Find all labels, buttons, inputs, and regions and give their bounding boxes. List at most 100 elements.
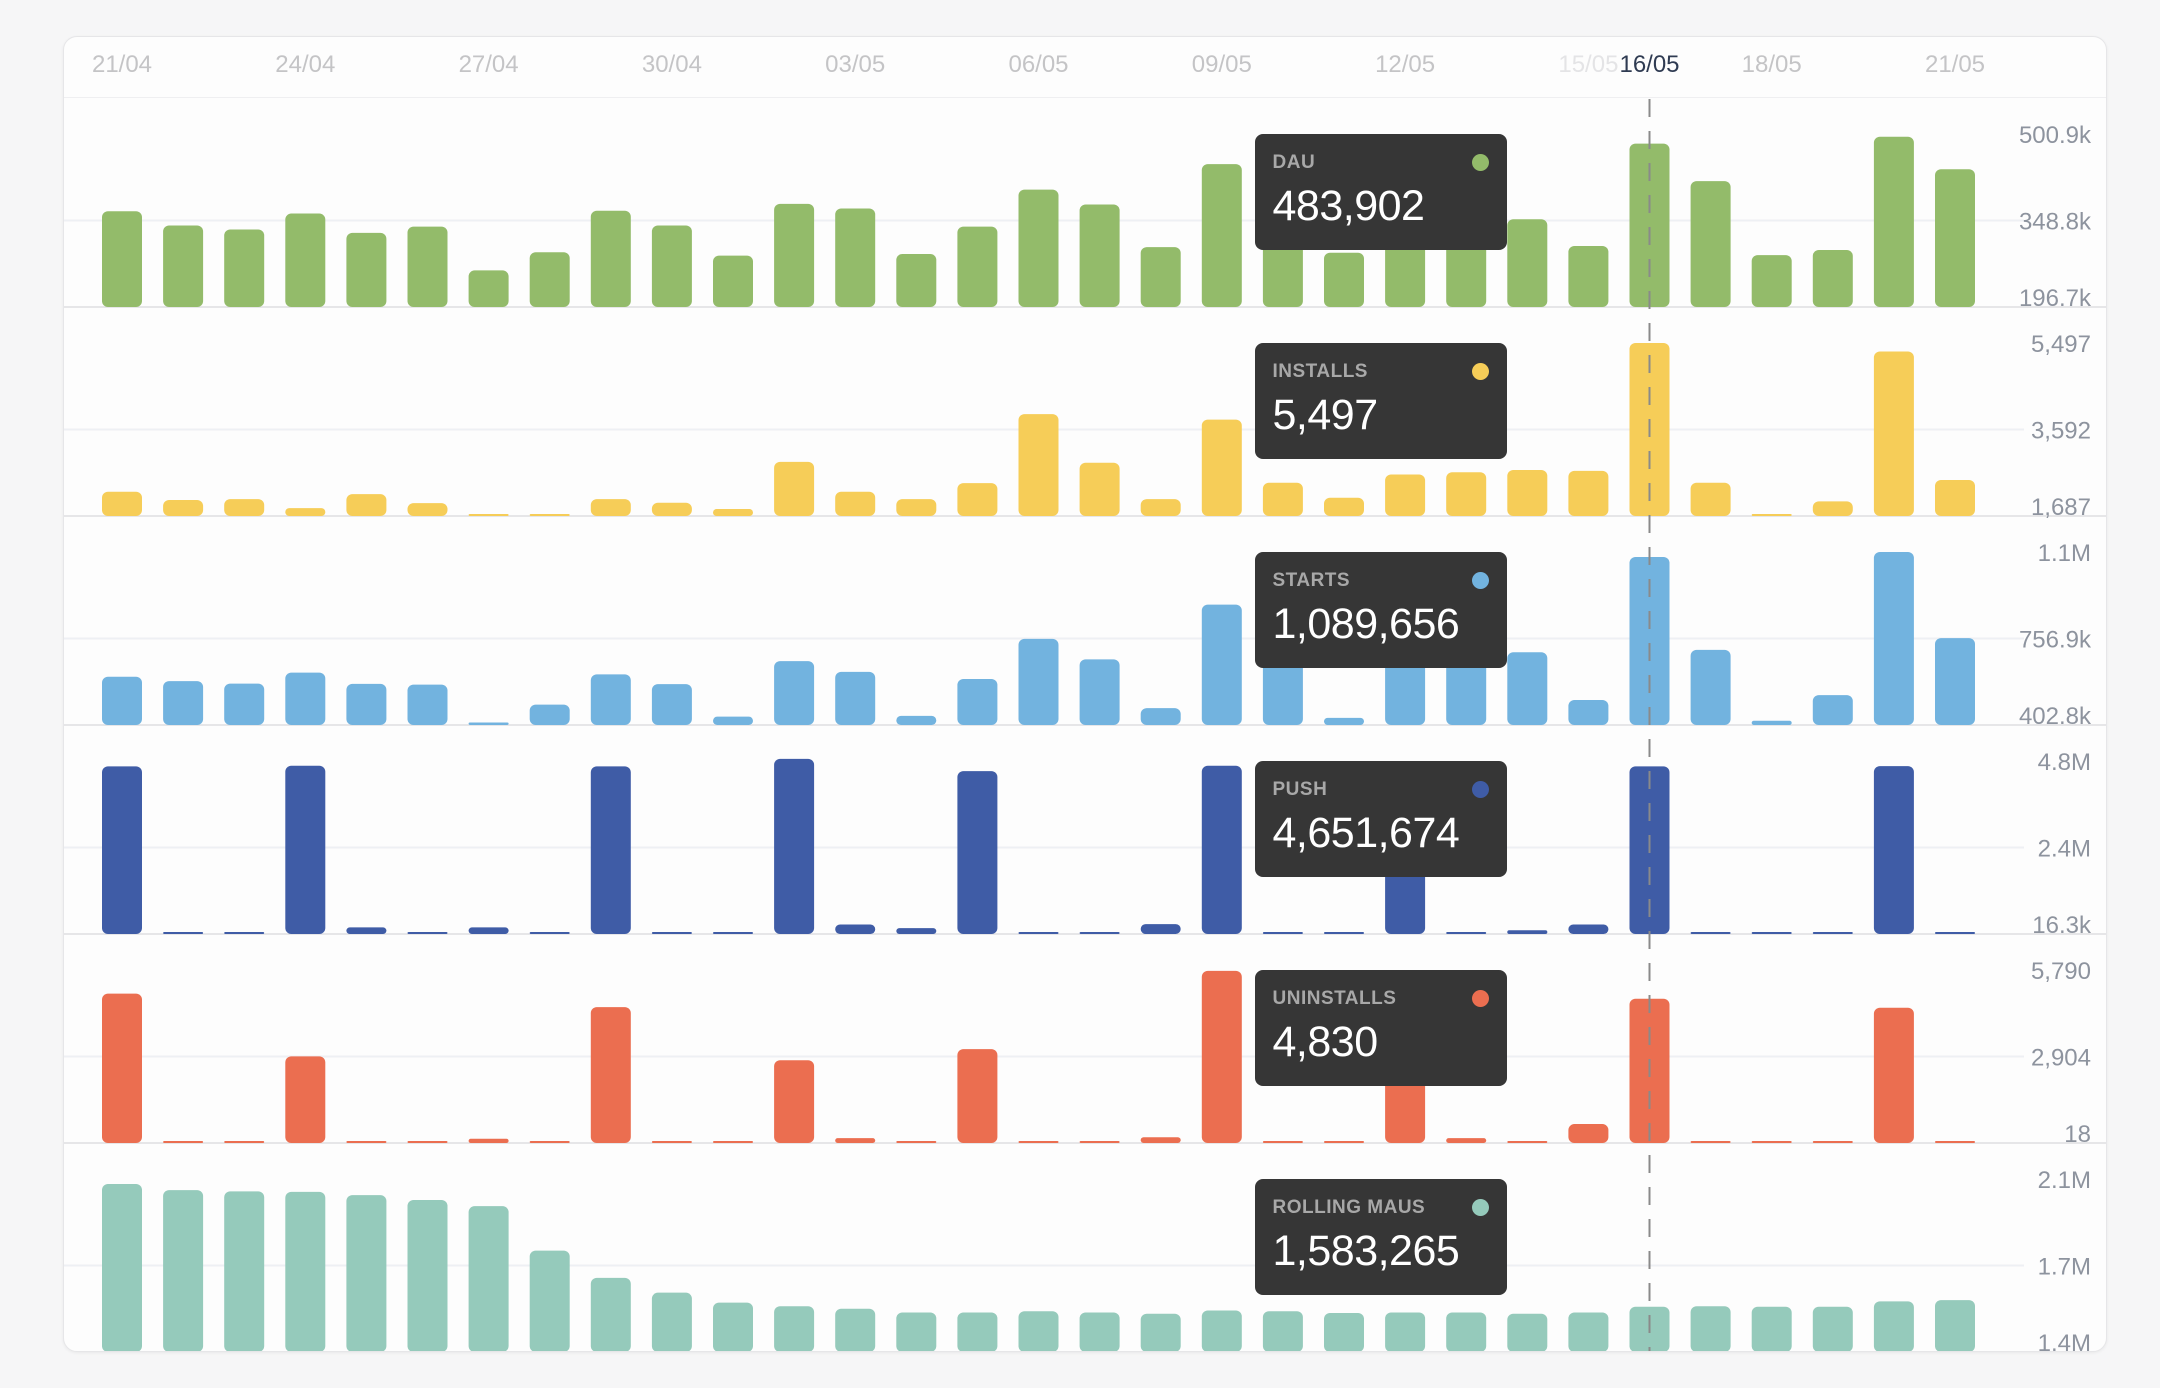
bar[interactable] bbox=[1935, 479, 1975, 516]
bar[interactable] bbox=[529, 1250, 570, 1351]
bar[interactable] bbox=[896, 499, 937, 516]
bar[interactable] bbox=[1201, 419, 1242, 516]
bar[interactable] bbox=[957, 678, 998, 725]
bar[interactable] bbox=[1079, 462, 1120, 516]
bar[interactable] bbox=[346, 927, 387, 934]
bar[interactable] bbox=[957, 483, 998, 516]
bar[interactable] bbox=[529, 252, 570, 307]
bar[interactable] bbox=[1385, 869, 1426, 934]
bar[interactable] bbox=[1751, 1306, 1792, 1351]
bar[interactable] bbox=[529, 932, 570, 934]
bar[interactable] bbox=[346, 494, 387, 516]
bar[interactable] bbox=[285, 765, 326, 934]
bar[interactable] bbox=[1873, 552, 1914, 725]
bar[interactable] bbox=[285, 1191, 326, 1351]
bar[interactable] bbox=[957, 1312, 998, 1351]
bar[interactable] bbox=[1079, 659, 1120, 725]
bar[interactable] bbox=[590, 210, 631, 307]
bar[interactable] bbox=[1812, 1141, 1853, 1143]
bar[interactable] bbox=[1507, 1141, 1548, 1143]
bar[interactable] bbox=[957, 226, 998, 307]
bar[interactable] bbox=[346, 683, 387, 725]
bar[interactable] bbox=[774, 203, 815, 307]
bar[interactable] bbox=[407, 1200, 448, 1351]
bar[interactable] bbox=[1446, 652, 1487, 725]
bar[interactable] bbox=[102, 993, 142, 1143]
bar[interactable] bbox=[590, 1007, 631, 1143]
bar[interactable] bbox=[1140, 499, 1181, 516]
bar[interactable] bbox=[1018, 638, 1059, 725]
bar[interactable] bbox=[407, 226, 448, 307]
bar[interactable] bbox=[163, 1141, 204, 1143]
bar[interactable] bbox=[224, 1141, 265, 1143]
bar[interactable] bbox=[713, 1302, 753, 1351]
bar[interactable] bbox=[1568, 245, 1609, 307]
bar[interactable] bbox=[102, 766, 142, 934]
bar[interactable] bbox=[1079, 204, 1120, 307]
bar[interactable] bbox=[1262, 654, 1303, 725]
bar[interactable] bbox=[407, 684, 448, 725]
bar[interactable] bbox=[1079, 932, 1120, 934]
bar[interactable] bbox=[1324, 1141, 1364, 1143]
bar[interactable] bbox=[896, 928, 937, 934]
bar[interactable] bbox=[651, 1141, 692, 1143]
bar[interactable] bbox=[529, 1141, 570, 1143]
bar[interactable] bbox=[1446, 472, 1487, 516]
bar[interactable] bbox=[1079, 1141, 1120, 1143]
bar[interactable] bbox=[1873, 351, 1914, 516]
bar[interactable] bbox=[102, 1183, 142, 1351]
bar[interactable] bbox=[1018, 1141, 1059, 1143]
bar[interactable] bbox=[1751, 514, 1792, 516]
bar[interactable] bbox=[102, 676, 142, 725]
bar[interactable] bbox=[957, 771, 998, 934]
bar[interactable] bbox=[468, 722, 509, 725]
bar[interactable] bbox=[1507, 652, 1548, 725]
bar[interactable] bbox=[713, 1141, 753, 1143]
bar[interactable] bbox=[102, 491, 142, 516]
bar[interactable] bbox=[1018, 932, 1059, 934]
bar[interactable] bbox=[102, 211, 142, 307]
bar[interactable] bbox=[285, 1056, 326, 1143]
bar[interactable] bbox=[1324, 497, 1364, 516]
bar[interactable] bbox=[1385, 1312, 1426, 1351]
bar[interactable] bbox=[285, 213, 326, 307]
bar[interactable] bbox=[1018, 414, 1059, 516]
bar[interactable] bbox=[590, 674, 631, 725]
bar[interactable] bbox=[1690, 482, 1731, 516]
bar[interactable] bbox=[774, 461, 815, 516]
bar[interactable] bbox=[774, 1060, 815, 1143]
bar[interactable] bbox=[896, 253, 937, 307]
bar[interactable] bbox=[1690, 1306, 1731, 1351]
bar[interactable] bbox=[163, 499, 204, 516]
bar[interactable] bbox=[713, 255, 753, 307]
bar[interactable] bbox=[1262, 1141, 1303, 1143]
bar[interactable] bbox=[1446, 1312, 1487, 1351]
bar[interactable] bbox=[1568, 1124, 1609, 1143]
bar[interactable] bbox=[774, 758, 815, 934]
bar[interactable] bbox=[1751, 720, 1792, 725]
bar[interactable] bbox=[774, 1306, 815, 1351]
bar[interactable] bbox=[1201, 765, 1242, 934]
bar[interactable] bbox=[1324, 717, 1364, 725]
bar[interactable] bbox=[1507, 930, 1548, 934]
bar[interactable] bbox=[835, 1138, 876, 1143]
bar[interactable] bbox=[1935, 932, 1975, 934]
bar[interactable] bbox=[1812, 249, 1853, 307]
bar[interactable] bbox=[1690, 649, 1731, 725]
bar[interactable] bbox=[1324, 252, 1364, 307]
bar[interactable] bbox=[1018, 1311, 1059, 1351]
bar[interactable] bbox=[1140, 1313, 1181, 1351]
bar[interactable] bbox=[468, 1138, 509, 1143]
bar[interactable] bbox=[346, 1141, 387, 1143]
bar[interactable] bbox=[1262, 1311, 1303, 1351]
bar[interactable] bbox=[1568, 699, 1609, 725]
bar[interactable] bbox=[1873, 766, 1914, 934]
bar[interactable] bbox=[1629, 143, 1670, 307]
bar[interactable] bbox=[835, 491, 876, 516]
bar[interactable] bbox=[1935, 1141, 1975, 1143]
bar[interactable] bbox=[896, 1141, 937, 1143]
bar[interactable] bbox=[1935, 1300, 1975, 1351]
bar[interactable] bbox=[590, 1277, 631, 1351]
bar[interactable] bbox=[1262, 482, 1303, 516]
bar[interactable] bbox=[590, 499, 631, 516]
